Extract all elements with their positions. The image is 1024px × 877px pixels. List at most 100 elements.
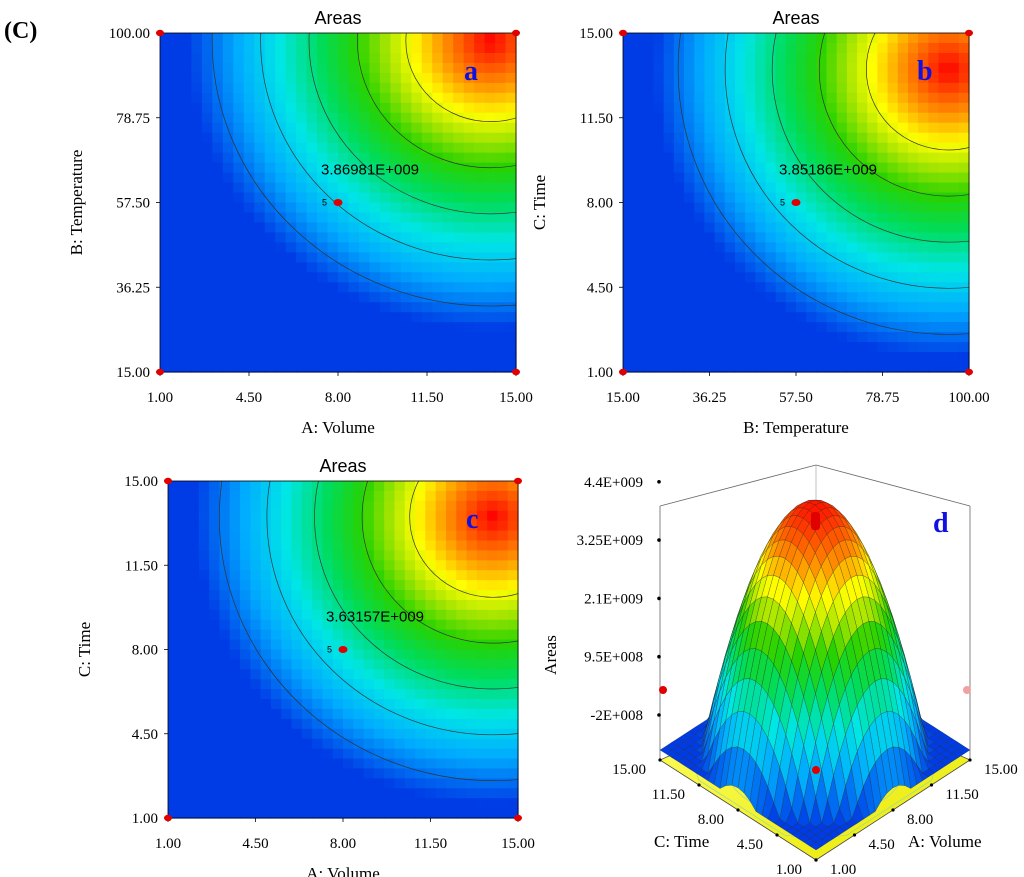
- heat-cell: [497, 808, 509, 819]
- heat-cell: [836, 172, 848, 184]
- heat-cell: [243, 322, 255, 333]
- heat-cell: [188, 639, 200, 651]
- heat-cell: [379, 232, 391, 243]
- heat-cell: [694, 122, 706, 134]
- heat-cell: [435, 758, 447, 770]
- heat-cell: [188, 689, 200, 700]
- heat-cell: [212, 92, 224, 104]
- heat-cell: [178, 510, 190, 522]
- heat-cell: [714, 72, 726, 84]
- heat-cell: [466, 699, 478, 710]
- heat-cell: [291, 580, 303, 591]
- heat-cell: [281, 728, 293, 740]
- heat-cell: [836, 262, 848, 273]
- heat-cell: [938, 92, 950, 104]
- heat-cell: [198, 500, 210, 512]
- heat-cell: [222, 33, 234, 44]
- heat-cell: [653, 242, 665, 253]
- heat-cell: [209, 609, 221, 621]
- heat-cell: [411, 242, 423, 253]
- heat-cell: [505, 112, 517, 124]
- heat-cell: [724, 52, 736, 64]
- heat-cell: [198, 540, 210, 551]
- heat-cell: [432, 172, 444, 184]
- heat-cell: [415, 580, 426, 591]
- heat-cell: [745, 212, 756, 224]
- heat-cell: [653, 142, 665, 154]
- heat-cell: [484, 222, 496, 234]
- heat-cell: [653, 122, 665, 134]
- heat-cell: [948, 342, 960, 353]
- heat-cell: [209, 580, 221, 591]
- heat-cell: [918, 232, 929, 243]
- heat-cell: [495, 42, 507, 54]
- heat-cell: [714, 212, 726, 224]
- heat-cell: [250, 590, 262, 601]
- heat-cell: [301, 590, 313, 601]
- heat-cell: [327, 312, 339, 323]
- heat-cell: [373, 679, 385, 690]
- heat-cell: [463, 132, 475, 144]
- heat-cell: [484, 302, 496, 313]
- heat-cell: [497, 718, 509, 730]
- heat-cell: [358, 282, 371, 293]
- heat-cell: [765, 62, 777, 74]
- heat-cell: [463, 142, 475, 154]
- heat-cell: [317, 342, 329, 353]
- heat-cell: [445, 540, 457, 551]
- heat-cell: [816, 282, 828, 293]
- heat-cell: [369, 112, 381, 124]
- heat-cell: [435, 599, 447, 611]
- heat-cell: [643, 42, 655, 54]
- heat-cell: [168, 788, 179, 799]
- heat-cell: [421, 52, 433, 64]
- heat-cell: [312, 708, 324, 720]
- heat-cell: [495, 162, 507, 174]
- heat-cell: [291, 798, 303, 809]
- heat-cell: [958, 342, 970, 353]
- heat-cell: [633, 302, 644, 313]
- heat-cell: [435, 708, 447, 720]
- heat-cell: [487, 708, 499, 720]
- heat-cell: [400, 252, 412, 263]
- heat-cell: [867, 152, 879, 164]
- heat-cell: [229, 689, 241, 700]
- heat-cell: [188, 500, 200, 512]
- heat-cell: [806, 142, 817, 154]
- heat-cell: [343, 718, 354, 730]
- heat-cell: [734, 252, 746, 263]
- heat-cell: [353, 788, 365, 799]
- heat-cell: [384, 520, 396, 532]
- heat-cell: [507, 490, 519, 502]
- heat-cell: [369, 342, 381, 353]
- heat-cell: [877, 122, 889, 134]
- heat-cell: [254, 252, 266, 263]
- heat-cell: [714, 302, 726, 313]
- heat-cell: [332, 768, 344, 779]
- heat-cell: [168, 798, 179, 809]
- heat-cell: [348, 182, 360, 194]
- heat-cell: [435, 520, 447, 532]
- heat-cell: [404, 679, 416, 690]
- heat-cell: [633, 292, 644, 303]
- heat-cell: [463, 162, 475, 174]
- heat-cell: [209, 689, 221, 700]
- heat-cell: [505, 222, 517, 234]
- heat-cell: [373, 629, 385, 641]
- heat-cell: [958, 132, 970, 144]
- surface-design-point: [659, 686, 667, 694]
- heat-cell: [442, 102, 454, 114]
- heat-cell: [222, 292, 234, 303]
- heat-cell: [938, 132, 950, 144]
- heat-cell: [928, 192, 940, 204]
- heat-cell: [358, 52, 371, 64]
- heat-cell: [264, 172, 276, 184]
- heat-cell: [222, 242, 234, 253]
- heat-cell: [442, 132, 454, 144]
- heat-cell: [415, 669, 426, 680]
- heat-cell: [201, 142, 213, 154]
- heat-cell: [442, 222, 454, 234]
- heat-cell: [643, 242, 655, 253]
- heat-cell: [178, 738, 190, 750]
- heat-cell: [322, 689, 334, 700]
